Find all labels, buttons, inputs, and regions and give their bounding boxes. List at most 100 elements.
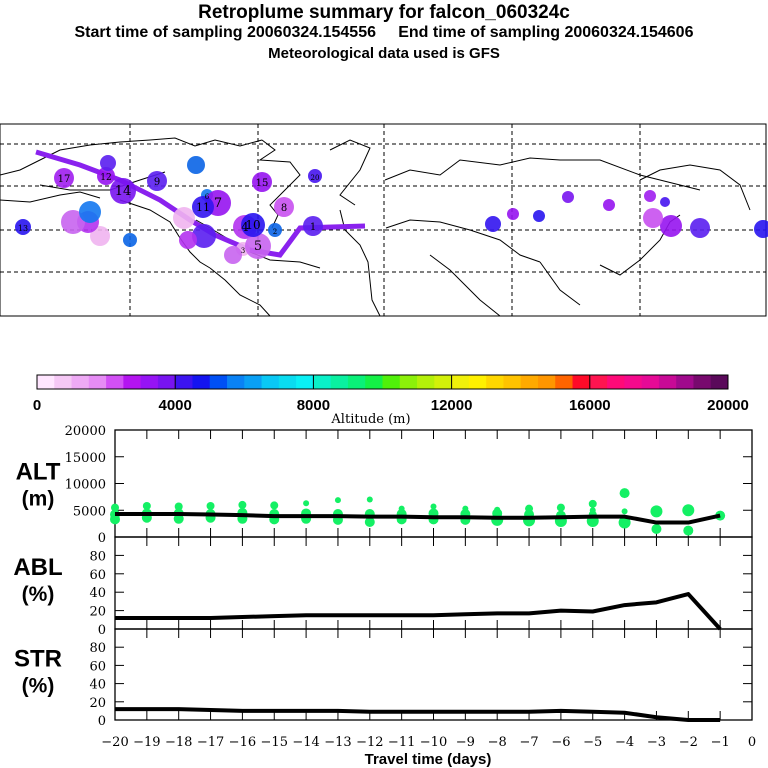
altitude-point bbox=[430, 503, 437, 510]
x-tick-label: −3 bbox=[647, 735, 666, 750]
x-tick-label: −12 bbox=[356, 735, 383, 750]
y-tick-label: 5000 bbox=[73, 504, 106, 519]
series-line bbox=[115, 511, 721, 525]
marker-label: 1 bbox=[310, 222, 316, 233]
plot-title: Retroplume summary for falcon_060324c bbox=[198, 2, 570, 23]
marker-label: 4 bbox=[241, 220, 249, 234]
trajectory-marker bbox=[123, 233, 137, 247]
colorbar-swatch bbox=[607, 375, 625, 389]
colorbar-swatch bbox=[71, 375, 90, 389]
x-axis-label: Travel time (days) bbox=[365, 751, 492, 768]
y-tick-label: 60 bbox=[89, 659, 106, 674]
y-axis-label: ABL bbox=[13, 554, 62, 581]
trajectory-marker bbox=[192, 196, 214, 218]
altitude-point bbox=[621, 508, 628, 515]
colorbar-swatch bbox=[624, 375, 643, 389]
colorbar-swatch bbox=[140, 375, 159, 389]
x-tick-label: −20 bbox=[101, 735, 128, 750]
trajectory-marker bbox=[90, 226, 110, 246]
altitude-point bbox=[556, 503, 565, 512]
colorbar-swatch bbox=[54, 375, 73, 389]
trajectory-marker bbox=[147, 171, 167, 191]
x-tick-label: −6 bbox=[551, 735, 570, 750]
trajectory-marker bbox=[485, 216, 501, 232]
altitude-point bbox=[270, 501, 279, 510]
x-tick-label: −15 bbox=[261, 735, 288, 750]
trajectory-marker bbox=[79, 201, 101, 223]
y-tick-label: 80 bbox=[89, 549, 106, 564]
marker-label: 13 bbox=[18, 224, 28, 233]
x-tick-label: −17 bbox=[197, 735, 224, 750]
trajectory-marker bbox=[173, 207, 195, 229]
colorbar-swatch bbox=[520, 375, 539, 389]
colorbar-tick-label: 20000 bbox=[707, 397, 749, 414]
y-axis-label: (%) bbox=[22, 675, 55, 698]
coastline bbox=[539, 261, 581, 306]
colorbar-swatch bbox=[123, 375, 142, 389]
colorbar-swatch bbox=[261, 375, 280, 389]
altitude-colorbar: 0 4000 8000 12000 16000 20000 bbox=[33, 374, 749, 414]
altitude-point bbox=[173, 513, 184, 524]
colorbar-tick-label: 0 bbox=[33, 397, 41, 414]
colorbar-swatch bbox=[278, 375, 297, 389]
x-tick-label: −5 bbox=[583, 735, 602, 750]
coastline bbox=[0, 191, 101, 203]
marker-label: 5 bbox=[254, 239, 262, 254]
y-tick-label: 0 bbox=[98, 714, 106, 729]
colorbar-swatch bbox=[417, 375, 435, 389]
colorbar-swatch bbox=[503, 375, 522, 389]
marker-label: 6 bbox=[205, 193, 210, 201]
y-tick-label: 10000 bbox=[65, 478, 106, 493]
y-tick-label: 20 bbox=[89, 696, 106, 711]
colorbar-tick-label: 16000 bbox=[569, 397, 611, 414]
trajectory-marker bbox=[61, 210, 85, 234]
colorbar-swatch bbox=[296, 375, 314, 389]
trajectory-marker bbox=[303, 216, 323, 236]
series-line bbox=[115, 707, 721, 722]
colorbar-swatch bbox=[658, 375, 677, 389]
altitude-point bbox=[364, 517, 375, 528]
x-tick-label: −7 bbox=[519, 735, 538, 750]
colorbar-swatch bbox=[537, 375, 556, 389]
marker-label: 10 bbox=[245, 218, 260, 232]
trajectory-marker bbox=[643, 208, 663, 228]
y-tick-label: 60 bbox=[89, 568, 106, 583]
trajectory-marker bbox=[252, 172, 272, 192]
altitude-point bbox=[682, 504, 695, 517]
colorbar-swatch bbox=[468, 375, 487, 389]
coastline bbox=[639, 164, 751, 211]
colorbar-swatch bbox=[227, 375, 245, 389]
y-axis-label: ALT bbox=[16, 459, 61, 486]
colorbar-swatch bbox=[88, 375, 107, 389]
colorbar-swatch bbox=[589, 375, 608, 389]
sampling-times: Start time of sampling 20060324.154556 E… bbox=[74, 24, 694, 41]
coastline bbox=[385, 219, 541, 263]
x-tick-label: −4 bbox=[615, 735, 634, 750]
y-tick-label: 80 bbox=[89, 641, 106, 656]
colorbar-tick-label: 4000 bbox=[159, 397, 192, 414]
altitude-point bbox=[651, 523, 662, 534]
marker-label: 12 bbox=[100, 173, 111, 183]
coastline bbox=[384, 157, 701, 191]
y-tick-label: 15000 bbox=[65, 451, 106, 466]
y-tick-label: 40 bbox=[89, 586, 106, 601]
trajectory-marker bbox=[274, 197, 294, 217]
trajectory-marker bbox=[110, 178, 136, 204]
y-tick-label: 20000 bbox=[65, 424, 106, 439]
x-tick-label: −11 bbox=[388, 735, 415, 750]
x-tick-label: −8 bbox=[488, 735, 507, 750]
trajectory-marker bbox=[245, 233, 271, 259]
colorbar-swatch bbox=[399, 375, 418, 389]
trajectory-marker bbox=[179, 231, 197, 249]
x-tick-label: −13 bbox=[324, 735, 351, 750]
colorbar-tick-label: 12000 bbox=[431, 397, 473, 414]
map-frame bbox=[0, 123, 767, 317]
y-tick-label: 20 bbox=[89, 605, 106, 620]
colorbar-swatch bbox=[365, 375, 383, 389]
altitude-point bbox=[683, 525, 694, 536]
marker-label: 14 bbox=[115, 184, 132, 199]
marker-label: 15 bbox=[256, 178, 269, 189]
colorbar-swatch bbox=[676, 375, 694, 389]
